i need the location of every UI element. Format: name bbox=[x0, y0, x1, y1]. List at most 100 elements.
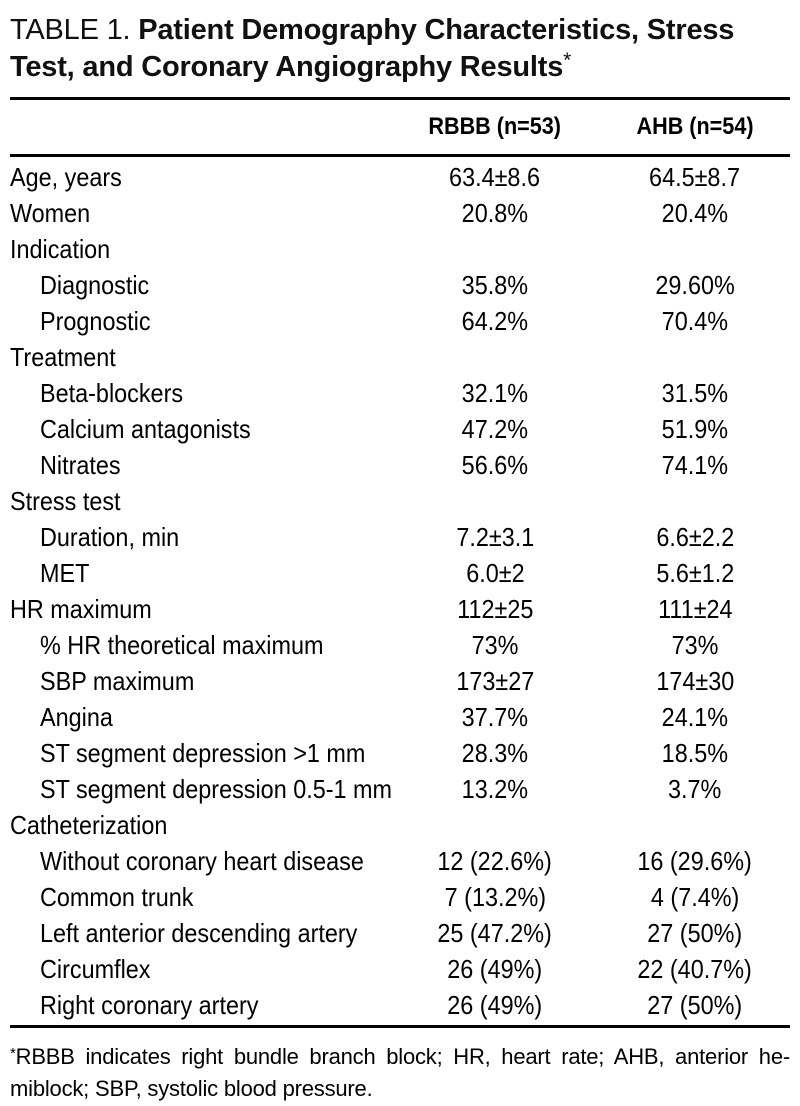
row-label: Prognostic bbox=[40, 305, 151, 336]
ahb-value-cell: 70.4% bbox=[600, 306, 790, 337]
table-row: % HR theoretical maximum 73% 73% bbox=[10, 627, 790, 663]
ahb-value: 6.6±2.2 bbox=[656, 521, 734, 552]
row-label-cell: Catheterization bbox=[10, 810, 390, 841]
ahb-value: 174±30 bbox=[656, 665, 734, 696]
footnote-line-1: *RBBB indicates right bundle branch bloc… bbox=[10, 1041, 790, 1073]
rbbb-value-cell: 7.2±3.1 bbox=[390, 522, 600, 553]
footnote-line-1-text: RBBB indicates right bundle branch block… bbox=[15, 1044, 791, 1069]
row-label-cell: Indication bbox=[10, 234, 390, 265]
rbbb-value-cell: 37.7% bbox=[390, 702, 600, 733]
footnote: *RBBB indicates right bundle branch bloc… bbox=[10, 1041, 790, 1105]
rbbb-value-cell bbox=[390, 342, 600, 373]
ahb-value: 18.5% bbox=[661, 737, 729, 768]
rbbb-value: 32.1% bbox=[461, 377, 529, 408]
rbbb-value: 6.0±2 bbox=[465, 557, 525, 588]
table-title-bold-2: Stress Test, and Coronary Angiography Re… bbox=[10, 14, 735, 83]
row-label: Nitrates bbox=[40, 449, 121, 480]
rbbb-value: 7 (13.2%) bbox=[444, 881, 546, 912]
rbbb-value-cell: 47.2% bbox=[390, 414, 600, 445]
row-label-cell: SBP maximum bbox=[10, 666, 390, 697]
rbbb-value: 47.2% bbox=[461, 413, 529, 444]
row-label-cell: Duration, min bbox=[10, 522, 390, 553]
rule-top bbox=[10, 97, 790, 100]
rbbb-value: 26 (49%) bbox=[447, 953, 543, 984]
rbbb-value-cell: 25 (47.2%) bbox=[390, 918, 600, 949]
ahb-value-cell: 51.9% bbox=[600, 414, 790, 445]
ahb-value-cell: 3.7% bbox=[600, 774, 790, 805]
ahb-value-cell: 174±30 bbox=[600, 666, 790, 697]
row-label-cell: Angina bbox=[10, 702, 390, 733]
column-header-ahb: AHB (n=54) bbox=[600, 113, 790, 141]
ahb-value: 73% bbox=[671, 629, 719, 660]
table-number: TABLE 1. bbox=[10, 14, 131, 46]
rule-bottom bbox=[10, 1025, 790, 1028]
row-label: Diagnostic bbox=[40, 269, 150, 300]
rbbb-value-cell: 6.0±2 bbox=[390, 558, 600, 589]
rbbb-value-cell: 73% bbox=[390, 630, 600, 661]
row-label: Right coronary artery bbox=[40, 989, 259, 1020]
rbbb-value-cell bbox=[390, 810, 600, 841]
table-row: Women 20.8% 20.4% bbox=[10, 195, 790, 231]
ahb-value: 24.1% bbox=[661, 701, 729, 732]
row-label: Stress test bbox=[10, 485, 121, 516]
column-header-ahb-label: AHB (n=54) bbox=[636, 113, 754, 140]
column-header-rbbb: RBBB (n=53) bbox=[390, 113, 600, 141]
row-label: Beta-blockers bbox=[40, 377, 184, 408]
table-row: Right coronary artery 26 (49%) 27 (50%) bbox=[10, 987, 790, 1023]
table-row: Age, years 63.4±8.6 64.5±8.7 bbox=[10, 159, 790, 195]
row-label-cell: Age, years bbox=[10, 162, 390, 193]
ahb-value-cell: 6.6±2.2 bbox=[600, 522, 790, 553]
row-label-cell: Without coronary heart disease bbox=[10, 846, 390, 877]
ahb-value-cell: 64.5±8.7 bbox=[600, 162, 790, 193]
rbbb-value: 73% bbox=[471, 629, 519, 660]
table-row: Left anterior descending artery 25 (47.2… bbox=[10, 915, 790, 951]
row-label-cell: Left anterior descending artery bbox=[10, 918, 390, 949]
ahb-value: 27 (50%) bbox=[647, 917, 743, 948]
ahb-value: 4 (7.4%) bbox=[650, 881, 740, 912]
rbbb-value-cell: 173±27 bbox=[390, 666, 600, 697]
footnote-line-2: miblock; SBP, systolic blood pressure. bbox=[10, 1073, 790, 1105]
row-label: Left anterior descending artery bbox=[40, 917, 358, 948]
table-row: ST segment depression 0.5-1 mm 13.2% 3.7… bbox=[10, 771, 790, 807]
table-row: Indication bbox=[10, 231, 790, 267]
row-label-cell: Common trunk bbox=[10, 882, 390, 913]
table-row: Calcium antagonists 47.2% 51.9% bbox=[10, 411, 790, 447]
ahb-value: 31.5% bbox=[661, 377, 729, 408]
table-header-row: RBBB (n=53) AHB (n=54) bbox=[10, 100, 790, 154]
ahb-value-cell: 27 (50%) bbox=[600, 918, 790, 949]
table-row: Common trunk 7 (13.2%) 4 (7.4%) bbox=[10, 879, 790, 915]
ahb-value-cell: 73% bbox=[600, 630, 790, 661]
rbbb-value: 13.2% bbox=[461, 773, 529, 804]
rbbb-value: 25 (47.2%) bbox=[437, 917, 553, 948]
row-label: Indication bbox=[10, 233, 111, 264]
rbbb-value-cell: 28.3% bbox=[390, 738, 600, 769]
rbbb-value: 7.2±3.1 bbox=[456, 521, 534, 552]
row-label-cell: Beta-blockers bbox=[10, 378, 390, 409]
table-row: Prognostic 64.2% 70.4% bbox=[10, 303, 790, 339]
row-label: ST segment depression 0.5-1 mm bbox=[40, 773, 393, 804]
row-label: Catheterization bbox=[10, 809, 168, 840]
rbbb-value-cell: 56.6% bbox=[390, 450, 600, 481]
rbbb-value-cell: 20.8% bbox=[390, 198, 600, 229]
row-label-cell: Prognostic bbox=[10, 306, 390, 337]
row-label: Duration, min bbox=[40, 521, 180, 552]
row-label-cell: Calcium antagonists bbox=[10, 414, 390, 445]
ahb-value: 29.60% bbox=[655, 269, 735, 300]
row-label: % HR theoretical maximum bbox=[40, 629, 324, 660]
ahb-value-cell bbox=[600, 486, 790, 517]
ahb-value-cell: 4 (7.4%) bbox=[600, 882, 790, 913]
rbbb-value: 28.3% bbox=[461, 737, 529, 768]
table-row: Diagnostic 35.8% 29.60% bbox=[10, 267, 790, 303]
row-label-cell: % HR theoretical maximum bbox=[10, 630, 390, 661]
ahb-value: 20.4% bbox=[661, 197, 729, 228]
row-label: MET bbox=[40, 557, 90, 588]
table-row: Beta-blockers 32.1% 31.5% bbox=[10, 375, 790, 411]
ahb-value: 74.1% bbox=[661, 449, 729, 480]
table-row: Without coronary heart disease 12 (22.6%… bbox=[10, 843, 790, 879]
rbbb-value-cell: 12 (22.6%) bbox=[390, 846, 600, 877]
row-label-cell: Women bbox=[10, 198, 390, 229]
rbbb-value: 37.7% bbox=[461, 701, 529, 732]
row-label-cell: Right coronary artery bbox=[10, 990, 390, 1021]
table-body: Age, years 63.4±8.6 64.5±8.7 Women 20.8%… bbox=[10, 157, 790, 1025]
ahb-value-cell bbox=[600, 234, 790, 265]
